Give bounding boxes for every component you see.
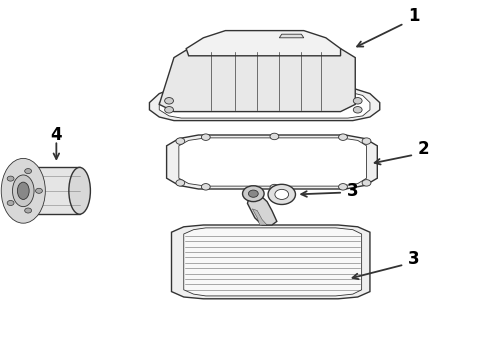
Polygon shape — [159, 49, 355, 112]
Circle shape — [270, 184, 279, 191]
Polygon shape — [167, 135, 377, 189]
Text: 4: 4 — [50, 126, 62, 144]
Polygon shape — [186, 31, 341, 56]
Circle shape — [176, 180, 185, 186]
Circle shape — [339, 184, 347, 190]
Circle shape — [201, 134, 210, 140]
Text: 1: 1 — [408, 7, 420, 25]
Polygon shape — [159, 92, 370, 118]
Ellipse shape — [17, 182, 29, 199]
Polygon shape — [252, 209, 267, 225]
Ellipse shape — [69, 167, 90, 214]
Polygon shape — [247, 193, 277, 225]
Circle shape — [275, 189, 289, 199]
Circle shape — [248, 190, 258, 197]
Circle shape — [7, 176, 14, 181]
Text: 3: 3 — [408, 250, 420, 268]
Polygon shape — [149, 88, 380, 121]
Polygon shape — [23, 167, 79, 214]
Circle shape — [165, 98, 173, 104]
Circle shape — [270, 133, 279, 140]
Polygon shape — [172, 225, 370, 299]
Circle shape — [362, 138, 371, 144]
Text: 3: 3 — [347, 182, 359, 200]
Text: 2: 2 — [418, 140, 430, 158]
Circle shape — [176, 138, 185, 144]
Circle shape — [201, 184, 210, 190]
Polygon shape — [184, 228, 362, 296]
Circle shape — [339, 134, 347, 140]
Ellipse shape — [12, 167, 34, 214]
Circle shape — [353, 98, 362, 104]
Ellipse shape — [1, 158, 45, 223]
Circle shape — [7, 201, 14, 206]
Polygon shape — [179, 138, 367, 186]
Circle shape — [243, 186, 264, 202]
Circle shape — [362, 180, 371, 186]
Circle shape — [35, 188, 42, 193]
Polygon shape — [279, 34, 304, 38]
Circle shape — [24, 208, 31, 213]
Circle shape — [165, 107, 173, 113]
Circle shape — [268, 184, 295, 204]
Ellipse shape — [12, 175, 34, 207]
Circle shape — [353, 107, 362, 113]
Circle shape — [24, 168, 31, 174]
